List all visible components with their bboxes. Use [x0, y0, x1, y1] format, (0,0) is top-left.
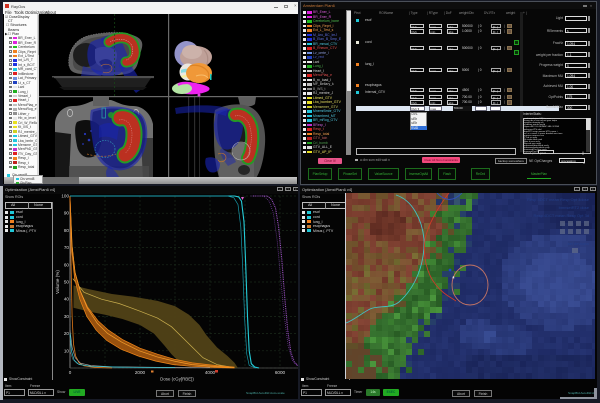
- svg-text:80: 80: [64, 228, 70, 233]
- svg-text:70: 70: [64, 245, 70, 250]
- svg-text:*: *: [452, 276, 455, 283]
- svg-text:2000: 2000: [135, 370, 146, 375]
- svg-text:50: 50: [64, 280, 70, 285]
- svg-text:bmnsetRT2 dose: bmnsetRT2 dose: [559, 205, 590, 210]
- svg-text:sel devconn: sel devconn: [568, 241, 589, 246]
- svg-text:4000: 4000: [205, 370, 216, 375]
- svg-text:Volume (%): Volume (%): [55, 270, 60, 294]
- svg-text:30: 30: [64, 314, 70, 319]
- svg-text:Resp 4DCT mean Resp Opt 3dose: Resp 4DCT mean Resp Opt 3dose: [527, 197, 590, 202]
- svg-text:40: 40: [64, 297, 70, 302]
- svg-text:90: 90: [64, 211, 70, 216]
- svg-text:10: 10: [64, 348, 70, 353]
- svg-text:0: 0: [69, 370, 72, 375]
- svg-text:60: 60: [64, 262, 70, 267]
- svg-text:100: 100: [61, 194, 69, 199]
- svg-text:6000: 6000: [275, 370, 286, 375]
- svg-text:20: 20: [64, 331, 70, 336]
- svg-text:Dose (cGy[RBE]): Dose (cGy[RBE]): [160, 377, 194, 382]
- svg-text:Resp 4DCT mean Resp Opt 3d: Resp 4DCT mean Resp Opt 3d: [533, 213, 589, 218]
